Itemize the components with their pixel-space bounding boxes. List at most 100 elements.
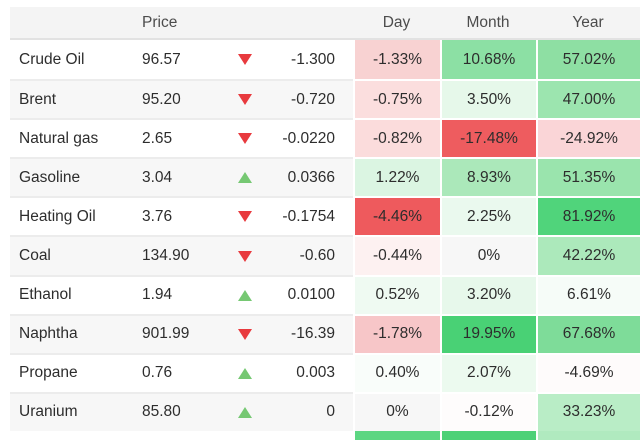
- change-value: -1.300: [291, 50, 335, 68]
- month-percent-cell: 19.95%: [440, 313, 536, 353]
- price-value: 901.99: [142, 313, 232, 353]
- day-percent-cell: -1.78%: [353, 313, 440, 353]
- price-value: 3.04: [142, 157, 232, 196]
- commodity-name: Naphtha: [10, 313, 142, 353]
- change-value: -0.720: [258, 79, 335, 118]
- price-value: 85.80: [142, 391, 232, 431]
- spacer: [335, 391, 353, 431]
- arrow-up-icon: [238, 406, 252, 418]
- arrow-up-icon: [238, 367, 252, 379]
- spacer: [335, 40, 353, 79]
- arrow-down-icon: [238, 54, 252, 66]
- commodity-name: Crude Oil: [19, 50, 85, 68]
- direction-cell: [232, 118, 258, 157]
- year-percent-cell: 47.00%: [536, 79, 640, 119]
- direction-cell: [232, 274, 258, 314]
- arrow-down-icon: [238, 250, 252, 262]
- header-month: Month: [466, 13, 510, 31]
- table-row[interactable]: Uranium 85.80 0 0% -0.12% 33.23%: [10, 391, 640, 431]
- price-value: 134.90: [142, 235, 232, 274]
- spacer: [335, 352, 353, 392]
- change-value: -0.60: [258, 235, 335, 274]
- direction-cell: [232, 391, 258, 431]
- header-price: Price: [142, 13, 178, 31]
- direction-cell: [232, 157, 258, 196]
- spacer: [335, 118, 353, 157]
- spacer: [335, 79, 353, 118]
- header-day: Day: [382, 13, 411, 31]
- spacer: [335, 274, 353, 314]
- direction-cell: [232, 79, 258, 118]
- direction-cell: [232, 235, 258, 274]
- day-percent-cell: -0.82%: [353, 118, 440, 158]
- arrow-down-icon: [238, 328, 252, 340]
- table-row[interactable]: Natural gas 2.65 -0.0220 -0.82% -17.48% …: [10, 118, 640, 158]
- direction-cell: [232, 196, 258, 235]
- commodity-name: Ethanol: [10, 274, 142, 314]
- month-percent-cell: 10.68%: [440, 40, 536, 80]
- table-row[interactable]: Propane 0.76 0.003 0.40% 2.07% -4.69%: [10, 352, 640, 392]
- year-percent-cell: 51.35%: [536, 157, 640, 197]
- day-percent-cell: 0.40%: [353, 352, 440, 392]
- table-row[interactable]: Gasoline 3.04 0.0366 1.22% 8.93% 51.35%: [10, 157, 640, 197]
- commodity-name: Natural gas: [10, 118, 142, 157]
- change-value: -16.39: [258, 313, 335, 353]
- price-value: 95.20: [142, 79, 232, 118]
- day-percent-cell: -1.33%: [353, 40, 440, 80]
- direction-cell: [232, 352, 258, 392]
- arrow-down-icon: [238, 211, 252, 223]
- month-percent-cell: -17.48%: [440, 118, 536, 158]
- month-percent-cell: 8.93%: [440, 157, 536, 197]
- commodities-table: Price Day Month Year Crude Oil 96.57 -1.…: [10, 7, 640, 440]
- day-percent-cell: -0.75%: [353, 79, 440, 119]
- table-row[interactable]: Heating Oil 3.76 -0.1754 -4.46% 2.25% 81…: [10, 196, 640, 236]
- arrow-up-icon: [238, 172, 252, 184]
- year-percent-cell: 67.68%: [536, 313, 640, 353]
- commodity-name: Coal: [10, 235, 142, 274]
- spacer: [335, 157, 353, 196]
- table-header: Price Day Month Year: [10, 7, 640, 40]
- spacer: [335, 196, 353, 235]
- day-percent-cell: -0.44%: [353, 235, 440, 275]
- commodity-name: Propane: [10, 352, 142, 392]
- year-percent-cell: -24.92%: [536, 118, 640, 158]
- table-row[interactable]: Brent 95.20 -0.720 -0.75% 3.50% 47.00%: [10, 79, 640, 119]
- table-row[interactable]: Naphtha 901.99 -16.39 -1.78% 19.95% 67.6…: [10, 313, 640, 353]
- commodity-name: Uranium: [10, 391, 142, 431]
- day-percent-cell: 0.52%: [353, 274, 440, 314]
- spacer: [335, 235, 353, 274]
- month-percent-cell: 3.50%: [440, 79, 536, 119]
- arrow-up-icon: [238, 289, 252, 301]
- partial-day-cell: [353, 430, 440, 440]
- header-change: [258, 7, 335, 38]
- header-commodity: [10, 7, 142, 38]
- year-percent-cell: -4.69%: [536, 352, 640, 392]
- month-percent-cell: 3.20%: [440, 274, 536, 314]
- change-value: -0.0220: [258, 118, 335, 157]
- table-row[interactable]: Ethanol 1.94 0.0100 0.52% 3.20% 6.61%: [10, 274, 640, 314]
- month-percent-cell: -0.12%: [440, 391, 536, 431]
- day-percent-cell: 1.22%: [353, 157, 440, 197]
- month-percent-cell: 0%: [440, 235, 536, 275]
- change-value: -0.1754: [258, 196, 335, 235]
- table-row[interactable]: Crude Oil 96.57 -1.300 -1.33% 10.68% 57.…: [10, 40, 640, 80]
- day-percent-cell: 0%: [353, 391, 440, 431]
- spacer: [335, 313, 353, 353]
- year-percent-cell: 33.23%: [536, 391, 640, 431]
- month-percent-cell: 2.25%: [440, 196, 536, 236]
- year-percent-cell: 6.61%: [536, 274, 640, 314]
- table-row[interactable]: Coal 134.90 -0.60 -0.44% 0% 42.22%: [10, 235, 640, 275]
- change-value: 0: [258, 391, 335, 431]
- day-percent-cell: -4.46%: [353, 196, 440, 236]
- change-value: 0.0366: [258, 157, 335, 196]
- change-value: 0.0100: [258, 274, 335, 314]
- price-value: 0.76: [142, 352, 232, 392]
- header-direction: [232, 7, 258, 38]
- commodity-name: Brent: [10, 79, 142, 118]
- commodity-name: Heating Oil: [10, 196, 142, 235]
- price-value: 96.57: [142, 50, 181, 68]
- header-year: Year: [572, 13, 604, 31]
- price-value: 2.65: [142, 118, 232, 157]
- year-percent-cell: 81.92%: [536, 196, 640, 236]
